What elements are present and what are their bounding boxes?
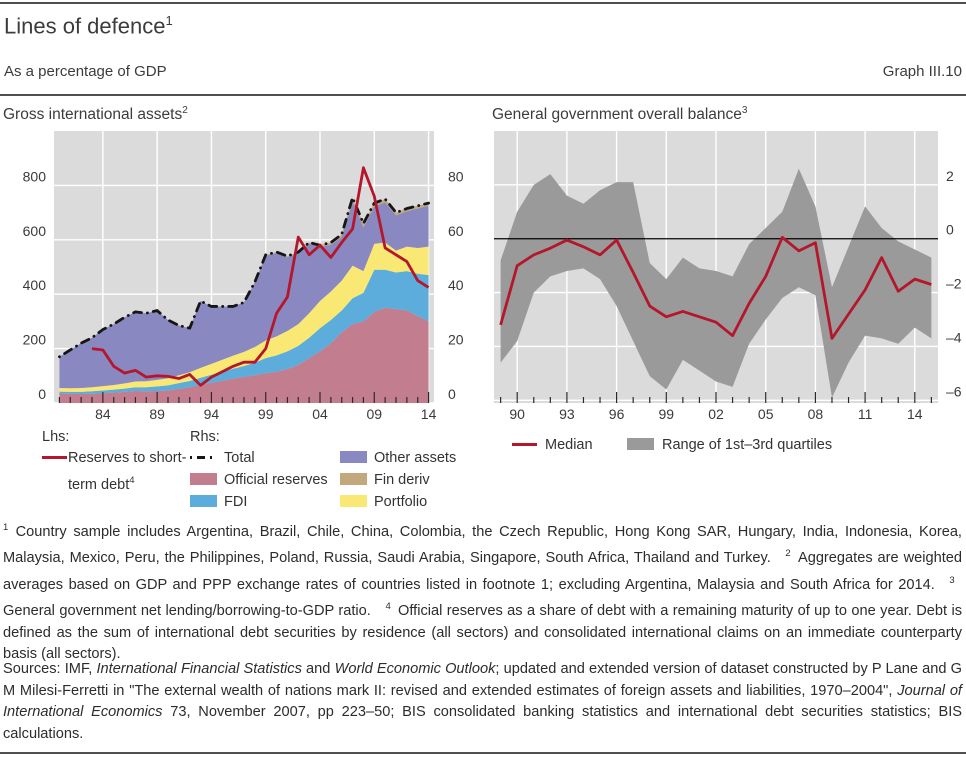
svg-text:05: 05 <box>758 406 774 422</box>
legend-label-other-assets: Other assets <box>374 450 457 466</box>
bottom-divider <box>0 752 966 754</box>
stack-area-other-assets <box>59 201 429 389</box>
svg-text:04: 04 <box>312 406 328 422</box>
svg-text:96: 96 <box>609 406 625 422</box>
svg-text:60: 60 <box>448 223 464 239</box>
portfolio-swatch <box>340 495 367 507</box>
svg-text:14: 14 <box>421 406 437 422</box>
subtitle-row: As a percentage of GDP Graph III.10 <box>4 63 962 80</box>
svg-text:11: 11 <box>858 406 873 422</box>
svg-text:02: 02 <box>708 406 724 422</box>
svg-text:2: 2 <box>946 168 954 184</box>
svg-text:40: 40 <box>448 277 464 293</box>
legend-label-official-reserves: Official reserves <box>224 472 328 488</box>
top-divider <box>0 2 966 4</box>
total-dashed-line <box>58 196 430 359</box>
stack-area-official-reserves <box>59 307 429 403</box>
svg-text:93: 93 <box>559 406 575 422</box>
svg-text:09: 09 <box>366 406 382 422</box>
rhs-axis-labels: 2 0 –2 –4 –6 <box>946 168 962 399</box>
gridlines <box>494 131 938 403</box>
legend-label-median: Median <box>545 437 593 453</box>
lhs-axis-labels: 0 200 400 600 800 <box>23 168 47 402</box>
page-title-footnote-ref: 1 <box>165 13 173 28</box>
svg-text:–4: –4 <box>946 329 962 345</box>
svg-text:0: 0 <box>946 222 954 238</box>
x-axis-labels: 84 89 94 99 04 09 14 <box>95 406 437 422</box>
left-chart: 0 200 400 600 800 0 20 40 60 80 84 89 94 99 04 09 14 <box>23 131 464 422</box>
left-panel-title: Gross international assets2 <box>3 105 188 124</box>
left-panel-footnote-ref: 2 <box>182 105 188 116</box>
right-chart: 2 0 –2 –4 –6 90 93 96 99 02 05 08 11 14 <box>494 131 962 422</box>
svg-text:0: 0 <box>448 386 456 402</box>
legend-label-fin-deriv: Fin deriv <box>374 472 430 488</box>
reserves-to-short-term-debt-line <box>91 166 430 387</box>
svg-text:14: 14 <box>907 406 923 422</box>
svg-text:600: 600 <box>23 223 47 239</box>
left-panel-title-text: Gross international assets <box>3 106 183 124</box>
stack-area-fin-deriv <box>59 197 429 357</box>
svg-text:–6: –6 <box>946 383 962 399</box>
svg-text:400: 400 <box>23 277 47 293</box>
svg-text:90: 90 <box>509 406 525 422</box>
svg-text:200: 200 <box>23 332 47 348</box>
stack-area-fdi <box>59 269 429 395</box>
graph-number-label: Graph III.10 <box>882 63 962 80</box>
x-axis-labels: 90 93 96 99 02 05 08 11 14 <box>509 406 922 422</box>
svg-text:0: 0 <box>38 386 46 402</box>
legend-label-portfolio: Portfolio <box>374 494 428 510</box>
fin-deriv-swatch <box>340 473 367 485</box>
header-divider <box>0 94 966 96</box>
x-axis-ticks <box>58 392 430 403</box>
legend-label-fdi: FDI <box>224 494 248 510</box>
rhs-axis-labels: 0 20 40 60 80 <box>448 168 464 402</box>
svg-text:99: 99 <box>258 406 274 422</box>
svg-text:–2: –2 <box>946 276 962 292</box>
footnotes-paragraph: 1 Country sample includes Argentina, Bra… <box>3 522 963 663</box>
legend-label-quartile-range: Range of 1st–3rd quartiles <box>662 437 833 453</box>
svg-text:08: 08 <box>808 406 824 422</box>
svg-text:89: 89 <box>149 406 165 422</box>
fdi-swatch <box>190 495 217 507</box>
quartile-band-swatch <box>627 438 654 450</box>
svg-text:20: 20 <box>448 332 464 348</box>
page-title: Lines of defence1 <box>4 13 173 39</box>
median-line-swatch <box>512 443 537 446</box>
legend-label-total: Total <box>224 450 255 466</box>
plot-background <box>494 131 938 403</box>
subtitle: As a percentage of GDP <box>4 63 167 80</box>
right-panel-footnote-ref: 3 <box>741 105 748 116</box>
x-axis-ticks <box>500 392 932 403</box>
svg-text:94: 94 <box>204 406 220 422</box>
svg-text:800: 800 <box>23 168 47 184</box>
gridlines <box>54 131 434 404</box>
legend-rhs-header: Rhs: <box>190 429 220 445</box>
svg-text:99: 99 <box>659 406 675 422</box>
other-assets-swatch <box>340 451 367 463</box>
right-panel-title: General government overall balance3 <box>492 105 747 124</box>
legend-lhs-header: Lhs: <box>42 429 70 445</box>
quartile-range-band <box>500 168 932 398</box>
right-panel-title-text: General government overall balance <box>492 106 742 124</box>
svg-text:80: 80 <box>448 168 464 184</box>
total-dashed-swatch <box>190 456 215 459</box>
stack-area-portfolio <box>59 242 429 392</box>
sources-paragraph: Sources: IMF, International Financial St… <box>3 661 963 742</box>
legend-label-reserves: Reserves to short-term debt4 <box>68 450 187 493</box>
reserves-line-swatch <box>42 456 67 459</box>
plot-background <box>54 131 434 403</box>
svg-text:84: 84 <box>95 406 111 422</box>
page-title-text: Lines of defence <box>4 13 166 39</box>
median-line <box>499 235 932 340</box>
official-reserves-swatch <box>190 473 217 485</box>
